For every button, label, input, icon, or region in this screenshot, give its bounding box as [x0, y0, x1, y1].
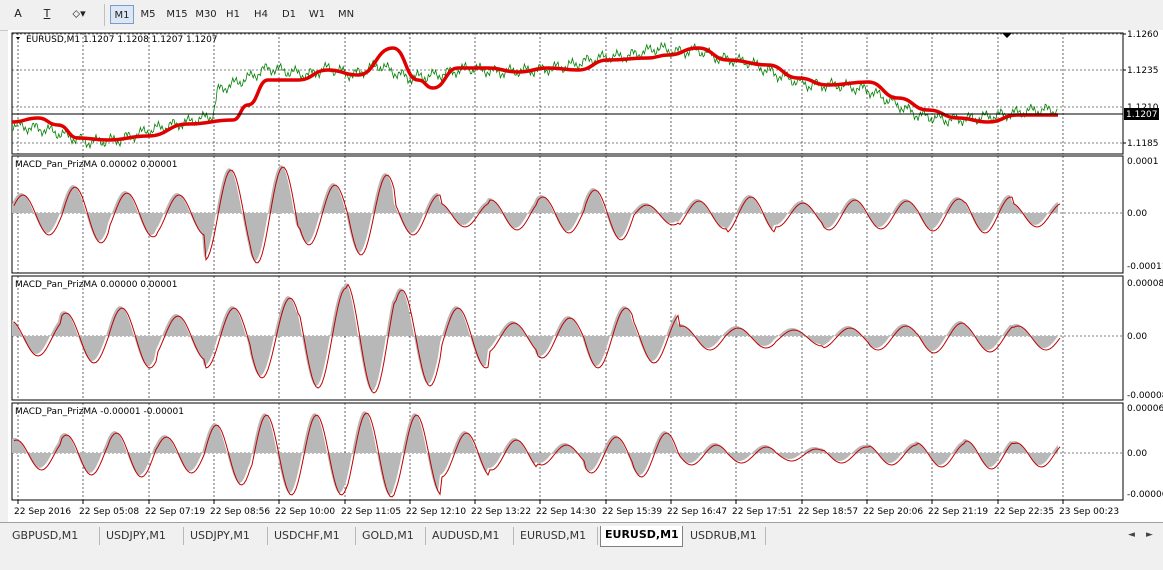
timeframe-mn-button[interactable]: MN: [337, 9, 355, 20]
collapse-arrow-icon: [16, 37, 20, 40]
timeframe-m15-button[interactable]: M15: [166, 9, 188, 20]
chart-tab[interactable]: USDCHF,M1: [270, 527, 356, 545]
chart-tab[interactable]: USDRUB,M1: [686, 527, 766, 545]
chart-tab[interactable]: EURUSD,M1: [600, 526, 683, 547]
chart-tab[interactable]: EURUSD,M1: [516, 527, 598, 545]
current-price-badge: [1124, 108, 1159, 120]
toolbar: A T ⬦▾ M1 M5 M15 M30 H1 H4 D1 W1 MN: [0, 0, 1163, 31]
tab-scroll-right-icon[interactable]: ►: [1146, 530, 1153, 540]
timeframe-h1-button[interactable]: H1: [226, 9, 240, 20]
pane-frame: [11, 32, 1124, 155]
time-axis-label: 22 Sep 2016: [14, 507, 71, 517]
indicator-tick-label: 0.00: [1127, 449, 1147, 459]
moving-average-line: [11, 46, 1058, 142]
period-separator-marker-icon: [1002, 33, 1012, 38]
current-price-label: 1.1207: [1126, 110, 1158, 120]
indicator-tick-label: 0.00: [1127, 332, 1147, 342]
price-tick-label: 1.1235: [1127, 66, 1159, 76]
chart-tab[interactable]: GOLD,M1: [358, 527, 426, 545]
price-candles-line: [11, 41, 1058, 150]
chart-tab[interactable]: USDJPY,M1: [102, 527, 184, 545]
indicator-tick-label: 0.0001: [1127, 157, 1159, 167]
time-axis-label: 22 Sep 22:35: [994, 507, 1054, 517]
histogram-area: [12, 282, 1058, 391]
indicator-tick-label: 0.00006: [1127, 404, 1163, 414]
indicator-tick-label: 0.00008: [1127, 279, 1163, 289]
time-axis-label: 22 Sep 16:47: [667, 507, 727, 517]
indicator-header: MACD_Pan_PrizMA 0.00002 0.00001: [15, 160, 178, 170]
time-axis-label: 22 Sep 15:39: [602, 507, 662, 517]
timeframe-h4-button[interactable]: H4: [254, 9, 268, 20]
signal-line: [13, 283, 1061, 394]
chart-tab[interactable]: GBPUSD,M1: [8, 527, 100, 545]
time-axis-label: 22 Sep 08:56: [210, 507, 270, 517]
indicator-tick-label: -0.00008: [1127, 391, 1163, 401]
timeframe-d1-button[interactable]: D1: [281, 9, 297, 20]
chart-tab-bar: GBPUSD,M1 USDJPY,M1 USDJPY,M1 USDCHF,M1 GOLD…: [0, 522, 1163, 551]
time-axis-label: 22 Sep 21:19: [928, 507, 988, 517]
signal-line: [13, 166, 1061, 264]
time-axis-label: 22 Sep 13:22: [471, 507, 531, 517]
histogram-area: [12, 411, 1058, 495]
main-chart-header: EURUSD,M1 1.1207 1.1208 1.1207 1.1207: [26, 35, 218, 45]
time-axis-label: 22 Sep 11:05: [341, 507, 401, 517]
timeframe-m30-button[interactable]: M30: [195, 9, 217, 20]
timeframe-w1-button[interactable]: W1: [308, 9, 326, 20]
histogram-area: [12, 165, 1058, 261]
time-axis-label: 22 Sep 18:57: [798, 507, 858, 517]
time-axis-label: 22 Sep 12:10: [406, 507, 466, 517]
indicator-header: MACD_Pan_PrizMA -0.00001 -0.00001: [15, 407, 184, 417]
text-label-tool-button[interactable]: T: [43, 7, 51, 20]
time-axis-label: 22 Sep 20:06: [863, 507, 923, 517]
pane-frame: [11, 275, 1124, 401]
price-tick-label: 1.1185: [1127, 139, 1159, 149]
time-axis-label: 22 Sep 14:30: [536, 507, 596, 517]
time-axis-label: 22 Sep 05:08: [79, 507, 139, 517]
shapes-tool-button[interactable]: ⬦▾: [72, 7, 86, 20]
time-axis-label: 22 Sep 17:51: [732, 507, 792, 517]
text-tool-button[interactable]: A: [14, 7, 22, 20]
chart-canvas[interactable]: EURUSD,M1 1.1207 1.1208 1.1207 1.1207 MAC…: [8, 30, 1163, 522]
chart-tab[interactable]: AUDUSD,M1: [428, 527, 514, 545]
time-axis-label: 22 Sep 10:00: [275, 507, 335, 517]
indicator-header: MACD_Pan_PrizMA 0.00000 0.00001: [15, 280, 178, 290]
time-axis-label: 22 Sep 07:19: [145, 507, 205, 517]
price-tick-label: 1.1260: [1127, 30, 1159, 40]
timeframe-m1-button[interactable]: M1: [110, 5, 134, 24]
toolbar-separator: [104, 4, 105, 26]
tab-scroll-left-icon[interactable]: ◄: [1128, 530, 1135, 540]
chart-tab[interactable]: USDJPY,M1: [186, 527, 268, 545]
time-axis-label: 23 Sep 00:23: [1059, 507, 1119, 517]
indicator-tick-label: 0.00: [1127, 209, 1147, 219]
indicator-tick-label: -0.00006: [1127, 490, 1163, 500]
signal-line: [13, 412, 1061, 498]
chart-window[interactable]: EURUSD,M1 1.1207 1.1208 1.1207 1.1207 MAC…: [8, 30, 1163, 522]
timeframe-m5-button[interactable]: M5: [140, 9, 156, 20]
